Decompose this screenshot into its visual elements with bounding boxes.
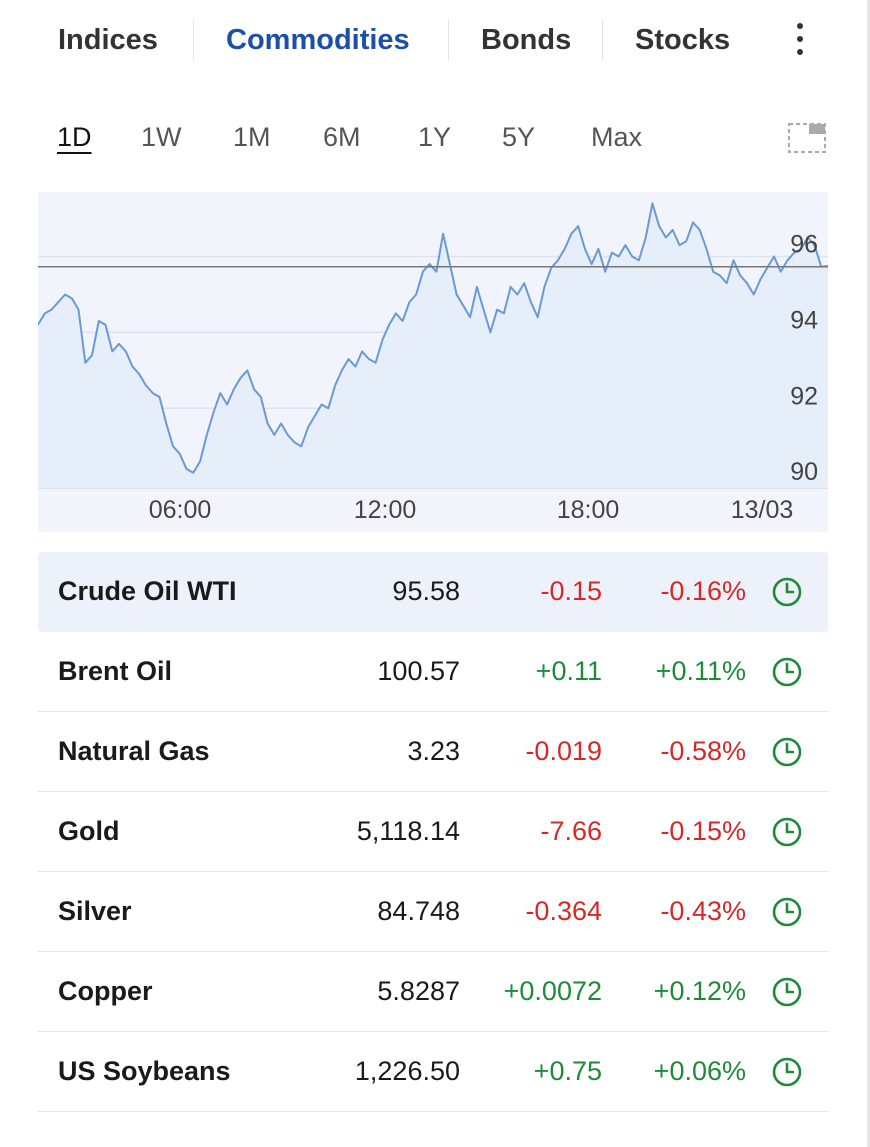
x-tick-label: 12:00 [354, 496, 417, 524]
price-change-percent: +0.12% [653, 976, 746, 1006]
y-tick-label: 94 [790, 306, 818, 334]
instrument-name: Crude Oil WTI [58, 576, 237, 606]
tab-divider [193, 20, 194, 60]
tab-divider [448, 20, 449, 60]
range-1y[interactable]: 1Y [418, 122, 452, 152]
tab-bonds[interactable]: Bonds [481, 24, 572, 56]
table-row[interactable]: US Soybeans 1,226.50 +0.75 +0.06% [38, 1032, 828, 1112]
price-change: +0.0072 [503, 976, 602, 1006]
price-change-percent: +0.06% [653, 1056, 746, 1086]
price-change: +0.75 [533, 1056, 602, 1086]
clock-icon [772, 977, 802, 1007]
tab-divider [602, 20, 603, 60]
table-row[interactable]: Silver 84.748 -0.364 -0.43% [38, 872, 828, 952]
clock-icon [772, 817, 802, 847]
instrument-name: Silver [58, 896, 132, 926]
x-tick-label: 18:00 [557, 496, 620, 524]
price-chart[interactable]: 90 92 94 96 06:00 12:00 18:00 13/03 [38, 192, 828, 532]
table-row[interactable]: Crude Oil WTI 95.58 -0.15 -0.16% [38, 552, 828, 632]
price-change-percent: -0.58% [660, 736, 746, 766]
range-5y[interactable]: 5Y [502, 122, 536, 152]
clock-icon [772, 1057, 802, 1087]
price-change: -0.364 [525, 896, 602, 926]
tab-indices[interactable]: Indices [58, 24, 158, 56]
instrument-name: Copper [58, 976, 153, 1006]
table-row[interactable]: Brent Oil 100.57 +0.11 +0.11% [38, 632, 828, 712]
price-change-percent: -0.15% [660, 816, 746, 846]
instrument-name: Gold [58, 816, 120, 846]
kebab-menu-icon[interactable] [788, 20, 812, 58]
range-1d[interactable]: 1D [57, 122, 92, 152]
price-area [38, 203, 828, 488]
last-price: 5,118.14 [356, 816, 460, 846]
range-max[interactable]: Max [591, 122, 643, 152]
clock-icon [772, 737, 802, 767]
y-tick-label: 96 [790, 231, 818, 259]
instrument-name: Brent Oil [58, 656, 173, 686]
price-change-percent: -0.16% [660, 576, 746, 606]
page-edge [867, 0, 870, 1147]
price-chart-svg: 90 92 94 96 06:00 12:00 18:00 13/03 [38, 202, 828, 524]
price-change: -0.15 [540, 576, 602, 606]
clock-icon [772, 657, 802, 687]
last-price: 3.23 [407, 736, 460, 766]
table-row[interactable]: Gold 5,118.14 -7.66 -0.15% [38, 792, 828, 872]
y-tick-label: 92 [790, 382, 818, 410]
instrument-name: US Soybeans [58, 1056, 231, 1086]
last-price: 1,226.50 [354, 1056, 460, 1086]
price-change-percent: +0.11% [655, 656, 746, 686]
x-tick-label: 06:00 [149, 496, 212, 524]
x-tick-label: 13/03 [731, 496, 794, 524]
market-tabs: Indices Commodities Bonds Stocks [0, 0, 867, 80]
price-line [38, 202, 828, 474]
last-price: 95.58 [392, 576, 460, 606]
range-1m[interactable]: 1M [233, 122, 271, 152]
table-row[interactable]: Copper 5.8287 +0.0072 +0.12% [38, 952, 828, 1032]
range-6m[interactable]: 6M [323, 122, 361, 152]
last-price: 100.57 [377, 656, 460, 686]
price-change: +0.11 [535, 656, 602, 686]
last-price: 84.748 [377, 896, 460, 926]
price-change-percent: -0.43% [660, 896, 746, 926]
last-price: 5.8287 [377, 976, 460, 1006]
clock-icon [772, 897, 802, 927]
range-1w[interactable]: 1W [141, 122, 182, 152]
price-change: -0.019 [525, 736, 602, 766]
price-change: -7.66 [540, 816, 602, 846]
commodities-table: Crude Oil WTI 95.58 -0.15 -0.16% Brent Oil 10… [38, 552, 828, 1112]
instrument-name: Natural Gas [58, 736, 210, 766]
tab-stocks[interactable]: Stocks [635, 24, 731, 56]
y-tick-label: 90 [790, 458, 818, 486]
clock-icon [772, 577, 802, 607]
expand-icon[interactable] [787, 122, 827, 154]
tab-commodities[interactable]: Commodities [226, 24, 410, 56]
time-range-selector: 1D 1W 1M 6M 1Y 5Y Max [0, 110, 867, 170]
table-row[interactable]: Natural Gas 3.23 -0.019 -0.58% [38, 712, 828, 792]
